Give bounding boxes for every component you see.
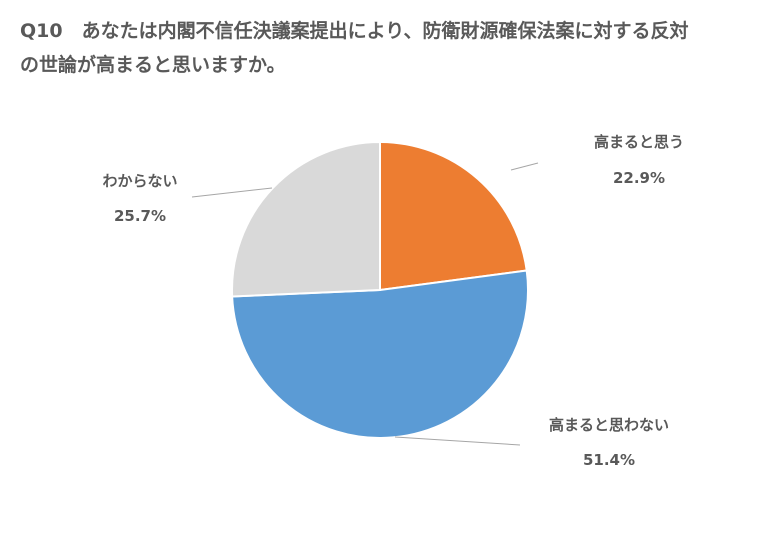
slice-value-label-3: 25.7% (114, 207, 166, 225)
slice-value-label-1: 22.9% (613, 169, 665, 187)
chart-title-line-1: Q10 あなたは内閣不信任決議案提出により、防衛財源確保法案に対する反対 (20, 20, 689, 42)
pie-slice-2 (231, 269, 529, 439)
slice-name-label-3: わからない (102, 172, 177, 190)
leader-line-3 (191, 187, 273, 198)
chart-title: Q10 あなたは内閣不信任決議案提出により、防衛財源確保法案に対する反対 の世論… (20, 14, 765, 82)
pie-slice-1 (379, 140, 528, 292)
slice-value-label-2: 51.4% (583, 451, 635, 469)
leader-line-1 (510, 162, 539, 171)
slice-name-label-1: 高まると思う (594, 133, 684, 151)
pie-slice-3 (231, 140, 381, 298)
slice-name-label-2: 高まると思わない (549, 416, 669, 434)
chart-title-line-2: の世論が高まると思いますか。 (20, 54, 286, 76)
leader-line-2 (394, 436, 521, 446)
